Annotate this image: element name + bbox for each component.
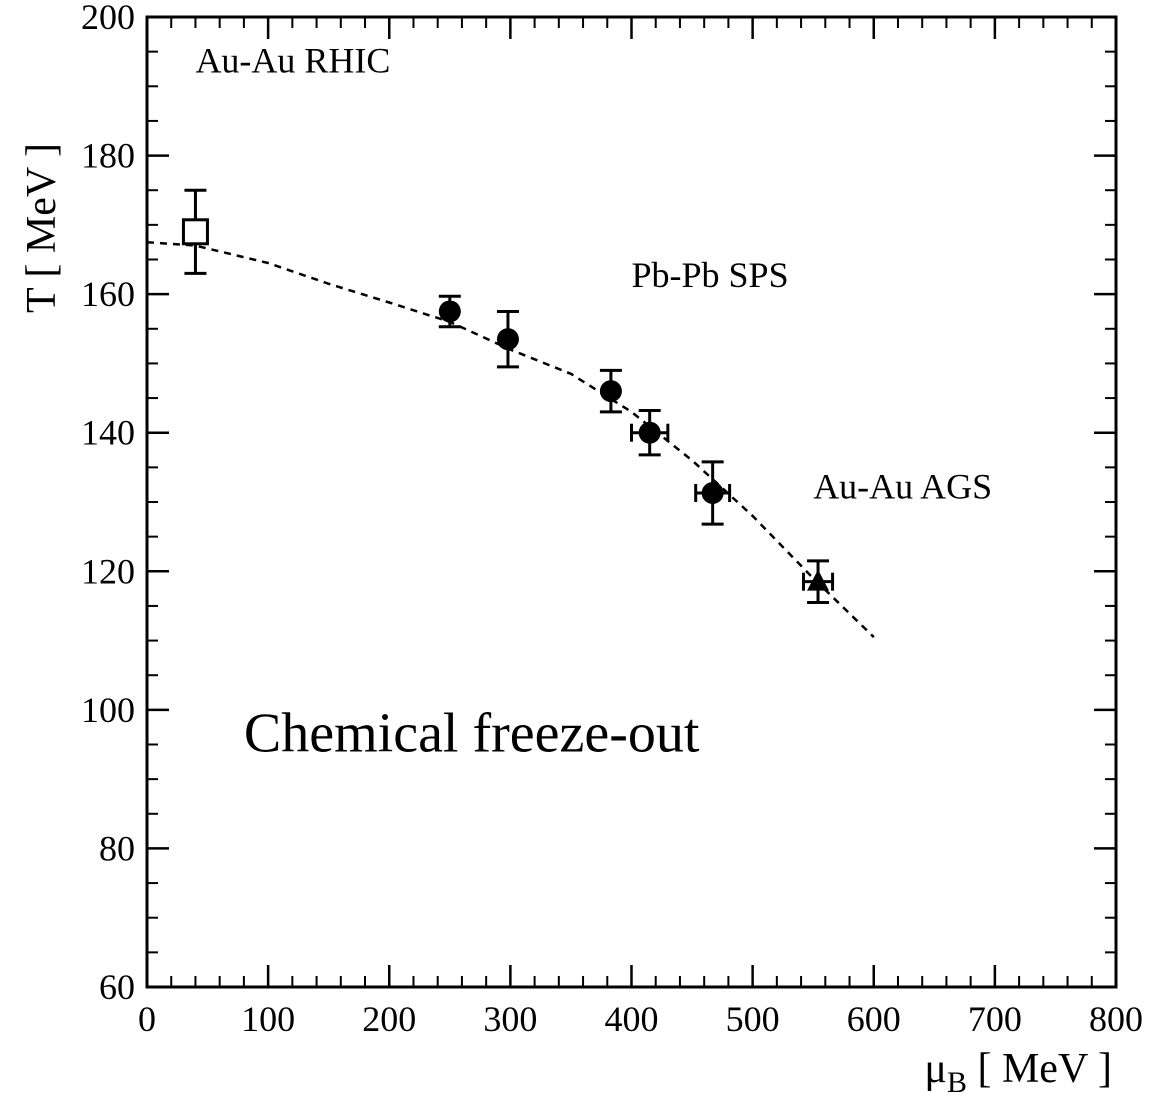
plot-frame <box>145 15 1118 989</box>
x-tick-label: 800 <box>1089 999 1143 1039</box>
marker-circle <box>438 300 461 323</box>
ticks-layer: 0 100 200 300 400 500 600 700 800 60 80 100 120 140 16… <box>81 0 1143 1039</box>
x-tick-label: 600 <box>847 999 901 1039</box>
y-tick-label: 100 <box>81 690 135 730</box>
x-axis-label-unit: [ MeV ] <box>967 1046 1112 1092</box>
marker-circle <box>496 328 519 351</box>
data-point-filled-triangle <box>801 559 835 604</box>
curve-layer <box>146 240 875 638</box>
y-axis-label: T [ MeV ] <box>19 143 65 313</box>
x-axis-label-sub: B <box>947 1066 967 1099</box>
fit-curve <box>146 240 875 638</box>
data-point-filled-circle <box>438 294 461 329</box>
data-point-open-square <box>181 188 209 275</box>
marker-circle <box>638 421 661 444</box>
y-tick-label: 140 <box>81 413 135 453</box>
x-tick-label: 500 <box>726 999 780 1039</box>
x-tick-label: 700 <box>968 999 1022 1039</box>
x-axis-label-main: μ <box>924 1046 947 1092</box>
y-tick-label: 200 <box>81 0 135 37</box>
annotation-label: Pb-Pb SPS <box>632 255 789 295</box>
y-tick-label: 180 <box>81 136 135 176</box>
annotation-label: Chemical freeze-out <box>244 702 700 764</box>
marker-circle <box>701 481 724 504</box>
marker-triangle <box>807 569 830 591</box>
marker-circle <box>599 380 622 403</box>
x-tick-label: 400 <box>605 999 659 1039</box>
x-tick-label: 100 <box>241 999 295 1039</box>
data-point-filled-circle <box>694 460 732 526</box>
labels-layer: Au-Au RHIC Pb-Pb SPS Au-Au AGS Chemical fre… <box>195 40 992 764</box>
annotation-label: Au-Au RHIC <box>195 40 390 80</box>
x-axis-label: μB [ MeV ] <box>924 1046 1112 1099</box>
x-tick-label: 300 <box>483 999 537 1039</box>
y-tick-label: 120 <box>81 551 135 591</box>
y-tick-label: 60 <box>99 967 135 1007</box>
x-tick-label: 200 <box>362 999 416 1039</box>
annotation-label: Au-Au AGS <box>813 467 992 507</box>
data-point-filled-circle <box>630 409 670 457</box>
x-tick-label: 0 <box>138 999 156 1039</box>
marker-square <box>181 218 209 246</box>
y-tick-label: 160 <box>81 274 135 314</box>
y-tick-label: 80 <box>99 828 135 868</box>
data-point-filled-circle <box>599 368 622 414</box>
points-layer <box>181 188 835 604</box>
data-point-filled-circle <box>496 309 519 369</box>
